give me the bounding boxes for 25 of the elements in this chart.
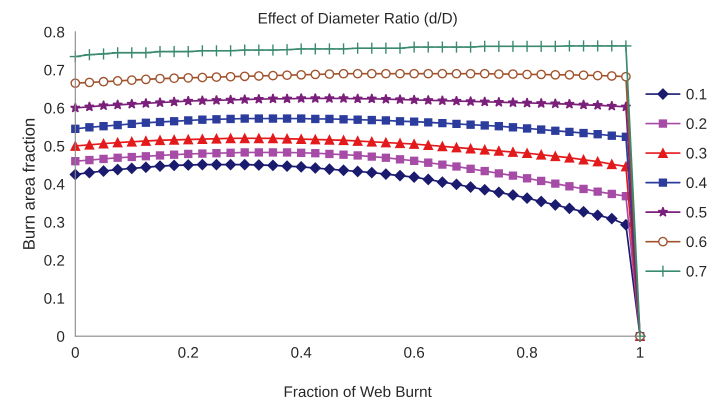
y-tick-label: 0.5 xyxy=(44,140,64,152)
y-tick-label: 0.8 xyxy=(44,26,64,38)
y-axis-title: Burn area fraction xyxy=(22,118,35,249)
x-tick-label: 0 xyxy=(72,347,79,358)
chart-title: Effect of Diameter Ratio (d/D) xyxy=(258,12,457,27)
y-tick-label: 0.4 xyxy=(44,178,64,190)
x-tick-label: 0.2 xyxy=(178,347,198,358)
y-tick-label: 0.6 xyxy=(44,102,64,114)
x-axis-title: Fraction of Web Burnt xyxy=(284,386,432,398)
x-tick-label: 0.6 xyxy=(404,347,424,358)
y-tick-label: 0.3 xyxy=(44,216,64,228)
y-tick-label: 0.2 xyxy=(44,254,64,266)
legend-label: 0.1 xyxy=(686,88,706,100)
legend-label: 0.7 xyxy=(686,266,706,277)
x-tick-label: 0.4 xyxy=(291,347,312,358)
x-tick-label: 1 xyxy=(636,347,644,358)
legend-label: 0.6 xyxy=(686,236,706,248)
x-tick-label: 0.8 xyxy=(517,347,538,358)
y-tick-label: 0 xyxy=(56,331,64,342)
legend-label: 0.4 xyxy=(686,177,707,188)
legend-label: 0.3 xyxy=(686,148,706,159)
legend-label: 0.2 xyxy=(686,118,706,130)
y-tick-label: 0.7 xyxy=(44,64,64,76)
legend-label: 0.5 xyxy=(686,206,706,218)
y-tick-label: 0.1 xyxy=(44,293,64,304)
